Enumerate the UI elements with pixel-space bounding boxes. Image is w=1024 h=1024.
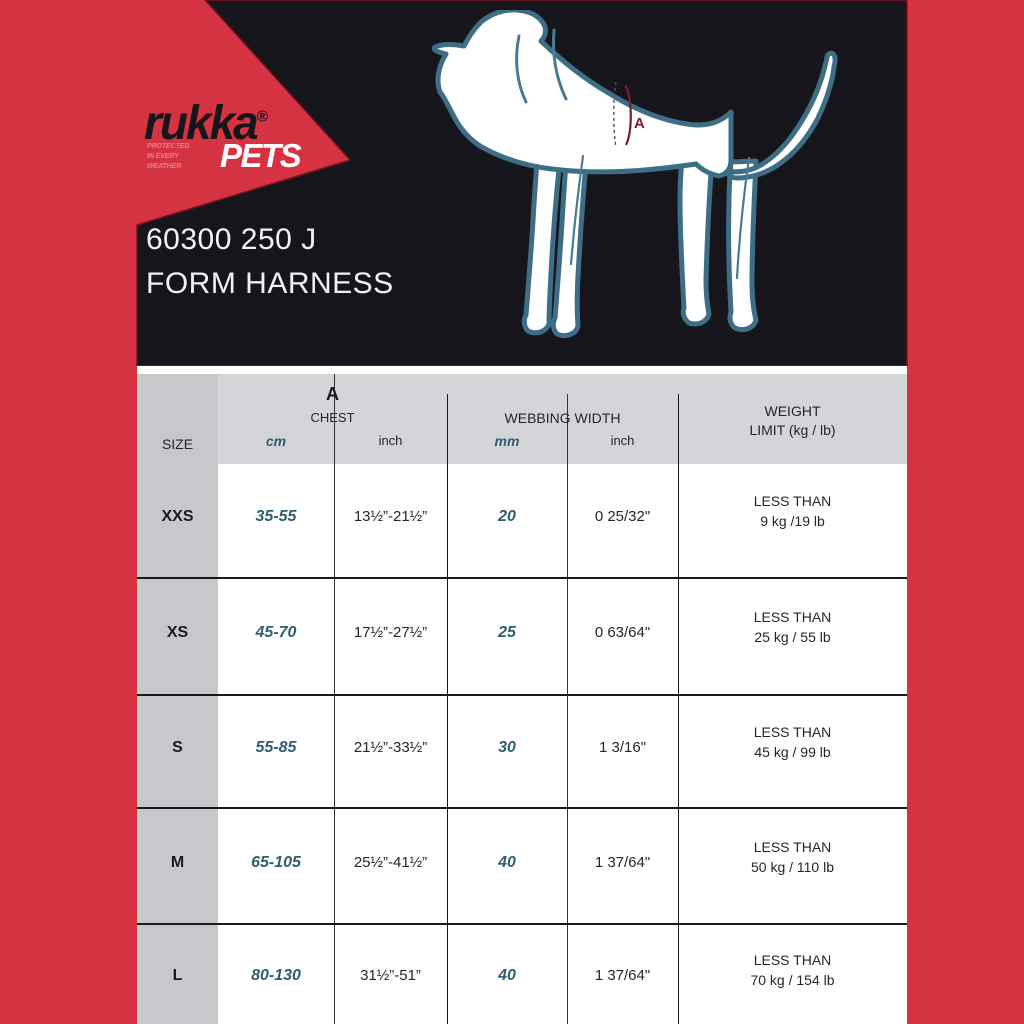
svg-text:A: A — [634, 115, 645, 132]
